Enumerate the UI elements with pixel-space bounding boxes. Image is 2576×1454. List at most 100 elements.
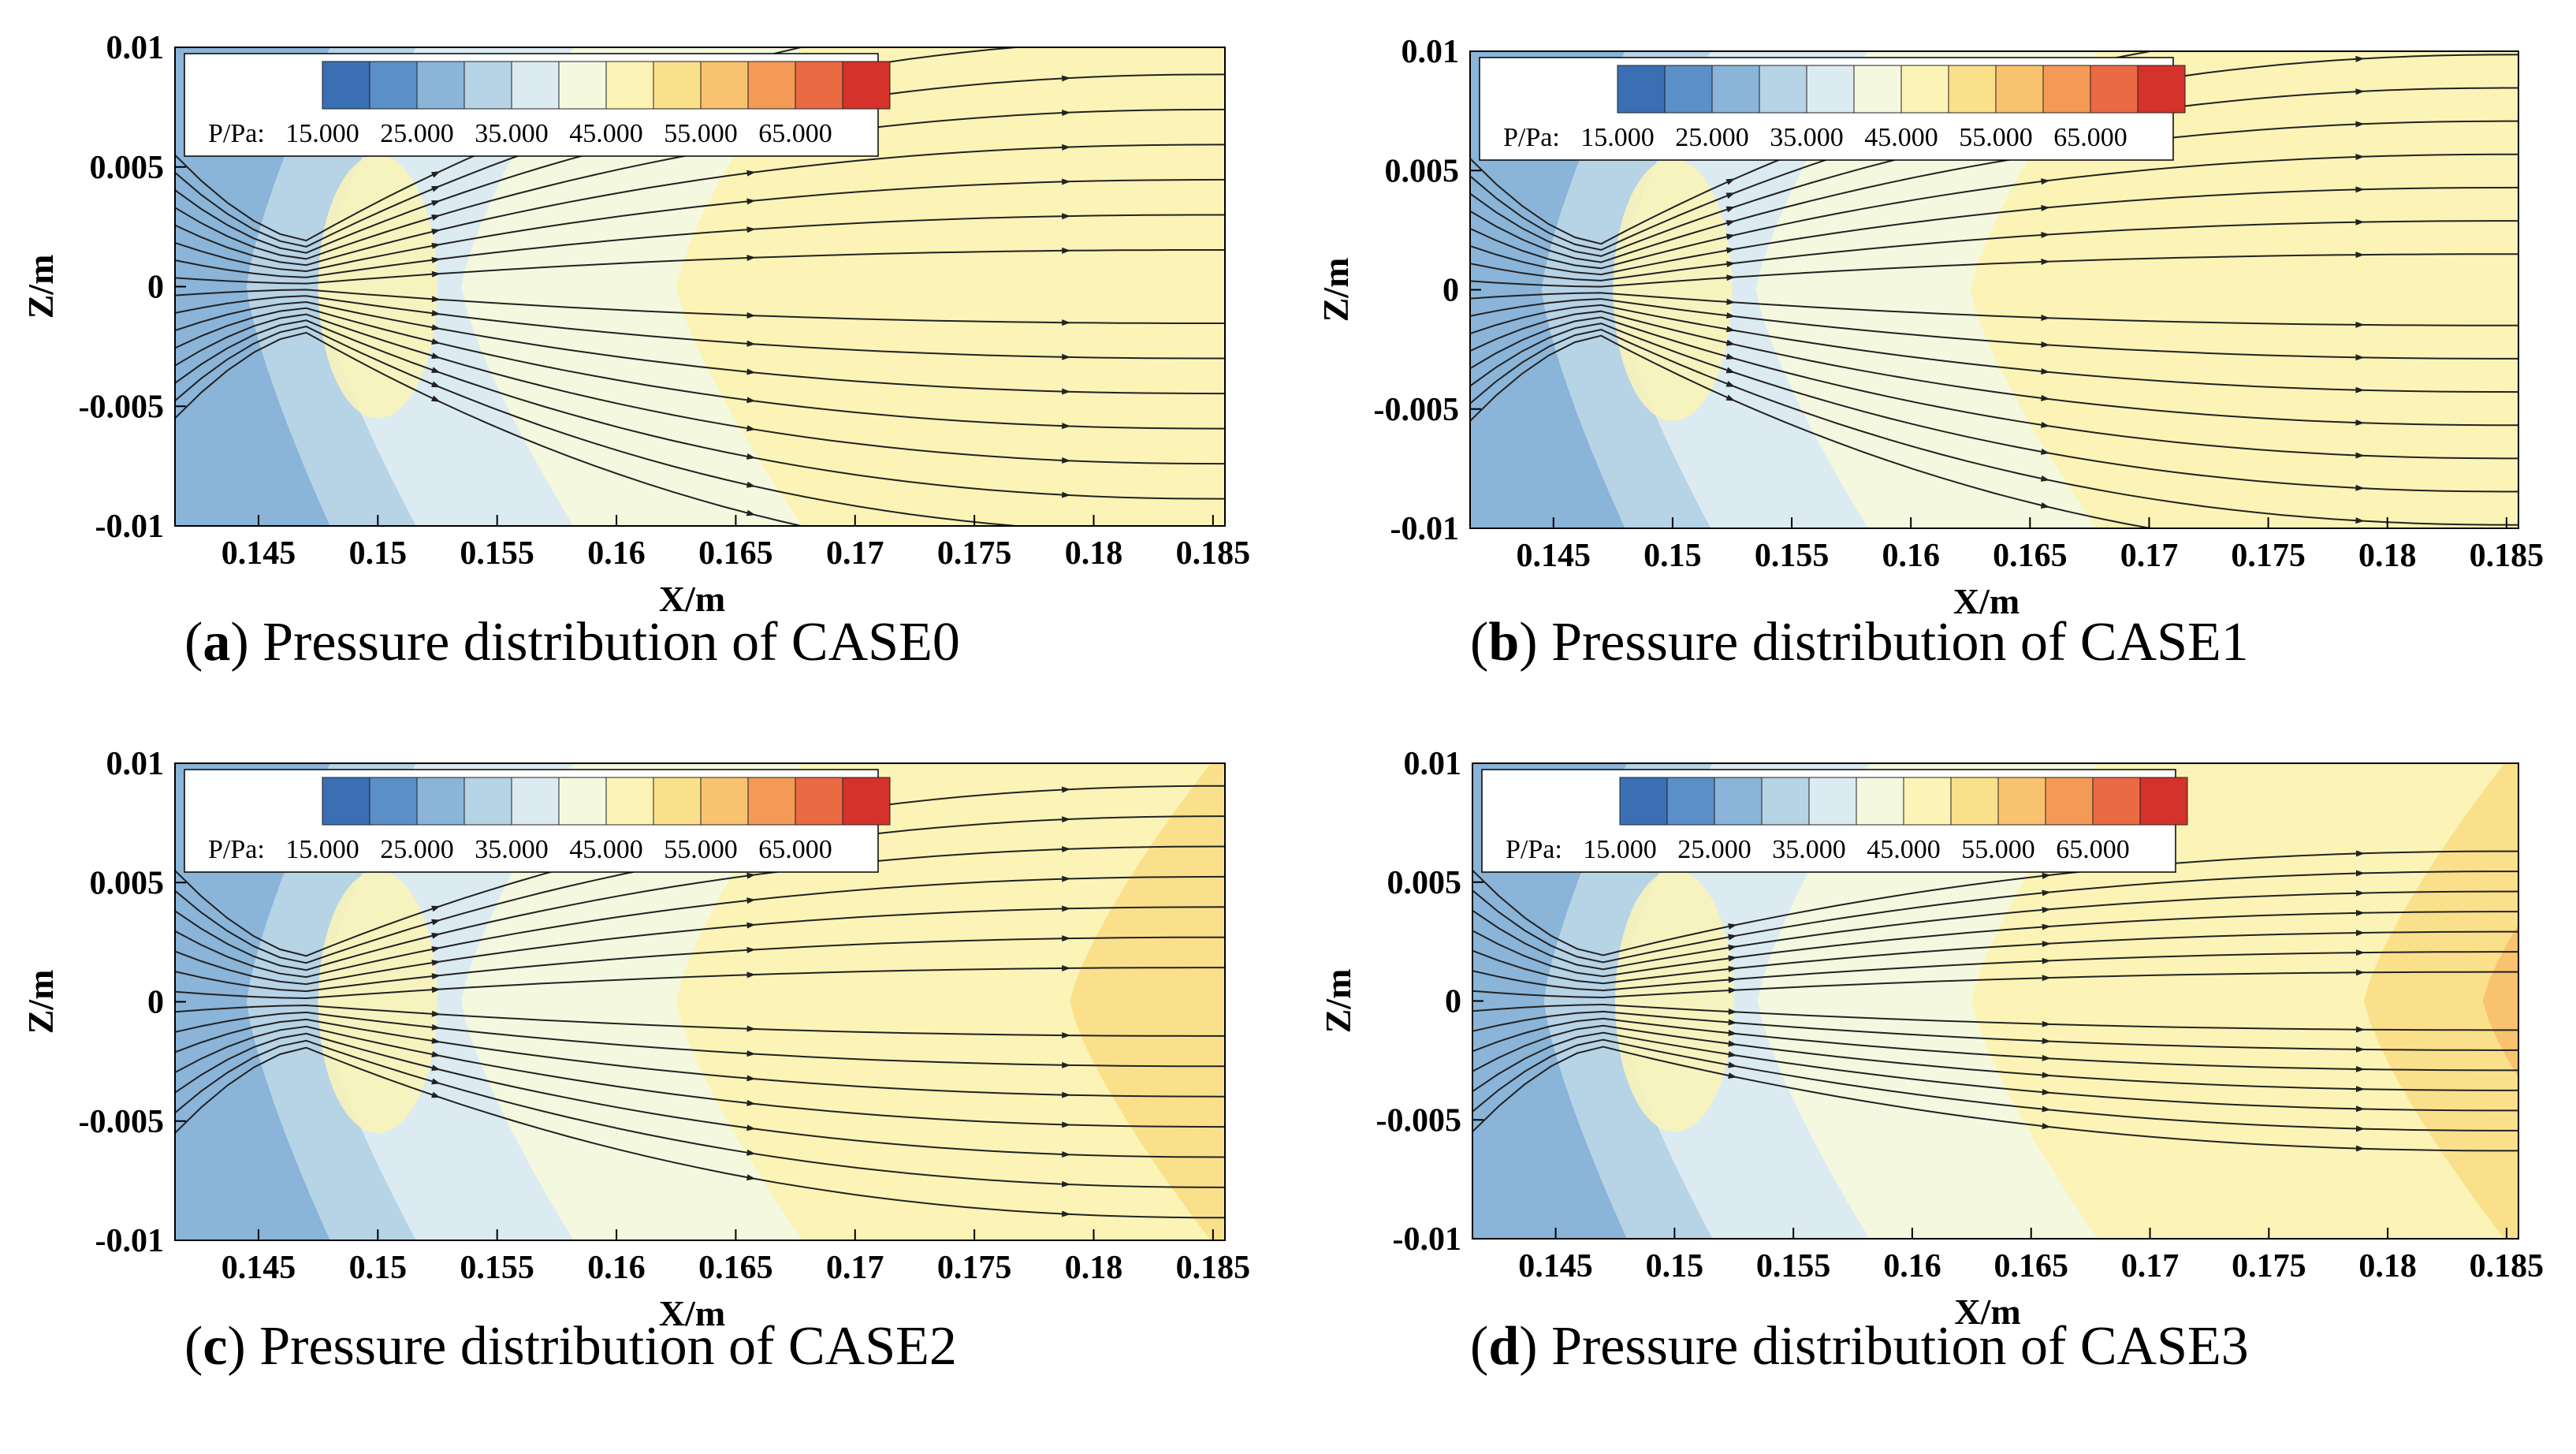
x-axis-label: X/m (1953, 581, 2019, 621)
streamline-arrow (1726, 260, 1736, 267)
caption-c: (c) Pressure distribution of CASE2 (184, 1316, 957, 1377)
streamline-arrow (1728, 923, 1737, 930)
caption-letter: c (203, 1316, 228, 1377)
legend-swatch (842, 777, 891, 826)
streamline-arrow (746, 897, 756, 904)
streamline-arrow (1728, 1051, 1737, 1058)
streamline-arrow (1062, 935, 1071, 942)
caption-letter: a (203, 612, 231, 673)
x-tick-label: 0.155 (460, 535, 534, 572)
streamline-arrow (2355, 55, 2365, 62)
streamline-arrow (1726, 298, 1736, 305)
streamline-arrow (2042, 906, 2051, 913)
streamline-arrow (2042, 1072, 2051, 1079)
legend-swatch (653, 777, 702, 826)
streamline-arrow (2041, 367, 2050, 375)
legend-swatch (463, 777, 512, 826)
streamline (1470, 220, 2518, 281)
streamline-arrow (746, 509, 756, 516)
x-tick-label: 0.155 (1755, 538, 1830, 574)
streamline-arrow (2041, 205, 2050, 212)
streamline-arrow (2042, 957, 2051, 964)
caption-text: Pressure distribution of CASE1 (1537, 612, 2249, 673)
streamline-arrow (2355, 386, 2365, 393)
caption-d: (d) Pressure distribution of CASE3 (1470, 1316, 2249, 1377)
y-tick-label: -0.005 (79, 1104, 165, 1140)
y-tick-label: -0.005 (79, 389, 165, 425)
legend-swatch (369, 777, 418, 826)
streamline-arrow (431, 324, 441, 331)
x-tick-label: 0.145 (221, 1250, 296, 1286)
y-tick-label: 0.01 (106, 746, 165, 782)
x-tick-label: 0.185 (1176, 535, 1251, 572)
x-tick-label: 0.145 (1518, 1248, 1593, 1284)
streamline-arrow (746, 1050, 756, 1057)
streamline-arrow (431, 242, 441, 249)
streamline-arrow (1728, 944, 1737, 951)
pressure-region-4 (1970, 51, 2518, 528)
legend-swatch (1856, 777, 1904, 826)
streamline-arrow (431, 960, 441, 966)
y-tick-label: 0.01 (106, 30, 165, 66)
streamline-arrow (2355, 1125, 2365, 1132)
legend-value: 35.000 (1772, 835, 1846, 864)
streamline-arrow (746, 1025, 756, 1032)
streamline-arrow (2355, 1026, 2365, 1033)
streamline-arrow (746, 425, 756, 432)
legend-swatch (558, 777, 607, 826)
caption-text: Pressure distribution of CASE3 (1537, 1316, 2249, 1377)
streamline (1472, 911, 2518, 978)
pressure-region-4 (1971, 763, 2518, 1239)
streamline-arrow (1725, 339, 1736, 346)
streamline-arrow (746, 397, 756, 404)
legend-swatch (1619, 777, 1668, 826)
streamline-arrow (1725, 206, 1736, 213)
streamline-arrow (2041, 314, 2050, 321)
streamline-arrow (431, 932, 441, 939)
y-tick-label: -0.01 (1393, 1221, 1462, 1258)
streamline-arrow (2040, 448, 2050, 455)
y-tick-label: 0.01 (1404, 746, 1462, 782)
legend-label: P/Pa: (208, 835, 265, 864)
streamline (1470, 310, 2518, 427)
legend-value: 15.000 (285, 835, 359, 864)
streamline (1472, 1046, 2518, 1152)
legend-swatch (1808, 777, 1857, 826)
x-axis-label: X/m (659, 1293, 725, 1333)
streamline-arrow (2040, 421, 2050, 428)
streamline-arrow (430, 395, 441, 402)
pressure-pocket (318, 871, 437, 1133)
legend-swatch (1759, 65, 1807, 114)
streamline-arrow (2355, 949, 2365, 956)
legend-swatch (1950, 777, 1999, 826)
legend-swatch (700, 777, 749, 826)
streamline-arrow (1062, 1180, 1071, 1187)
legend-value: 35.000 (475, 835, 549, 864)
streamline-arrow (2355, 23, 2364, 30)
streamline (175, 295, 1225, 360)
y-axis-label: Z/m (20, 255, 61, 319)
streamline-arrow (746, 311, 756, 319)
legend-swatch (1664, 65, 1713, 114)
legend-value: 45.000 (569, 119, 643, 148)
streamline-arrow (1062, 905, 1071, 912)
legend-swatch (2139, 777, 2188, 826)
streamline-arrow (746, 922, 756, 929)
streamline-arrow (1062, 319, 1071, 326)
streamline (1472, 930, 2518, 985)
legend: P/Pa: 15.000 25.000 35.000 45.000 55.000 65.00… (184, 769, 891, 873)
streamline-arrow (2042, 1105, 2051, 1113)
x-tick-label: 0.16 (1883, 1248, 1941, 1284)
streamline-arrow (1728, 1030, 1737, 1036)
x-tick-label: 0.15 (349, 1250, 408, 1286)
streamline-arrow (746, 1124, 756, 1132)
legend-label: P/Pa: (1506, 835, 1562, 864)
legend-swatch (1997, 777, 2046, 826)
streamlines (175, 47, 1225, 526)
legend-swatch (558, 61, 607, 110)
streamline-arrow (2042, 1123, 2051, 1130)
streamlines (1470, 23, 2518, 528)
streamline (175, 936, 1225, 993)
streamline (1472, 871, 2518, 964)
streamline (175, 1004, 1225, 1037)
